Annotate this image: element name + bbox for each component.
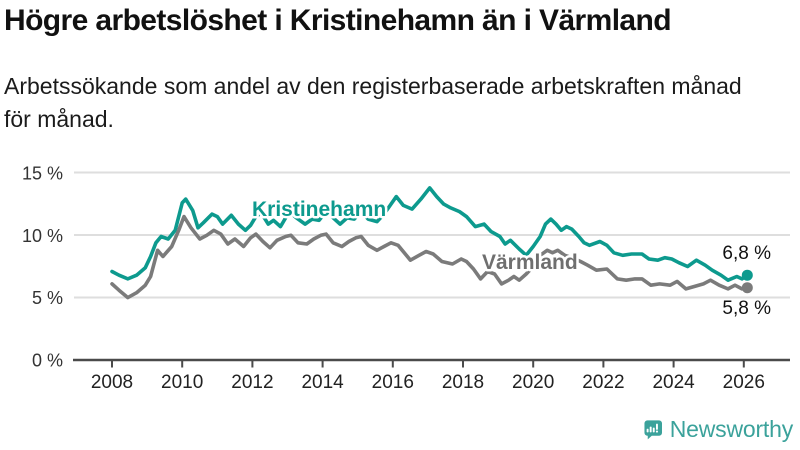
end-value-kristinehamn: 6,8 % xyxy=(722,243,771,264)
line-chart: 2008 2010 2012 2014 2016 2018 2020 2022 2024 2026… xyxy=(22,163,790,393)
x-tick-label-2018: 2018 xyxy=(442,372,484,393)
newsworthy-logo: Newsworthy xyxy=(643,413,793,445)
x-tick-label-2022: 2022 xyxy=(582,372,624,393)
x-tick-label-2016: 2016 xyxy=(372,372,414,393)
x-tick-label-2014: 2014 xyxy=(301,372,344,393)
x-tick-label-2012: 2012 xyxy=(231,372,273,393)
series-label-kristinehamn: Kristinehamn xyxy=(252,198,386,221)
x-tick-label-2020: 2020 xyxy=(512,372,554,393)
x-ticks xyxy=(111,360,745,368)
newsworthy-bubble-barchart-icon xyxy=(644,419,663,439)
x-tick-label-2010: 2010 xyxy=(161,372,203,393)
y-tick-label-5: 5 % xyxy=(32,288,63,308)
series-lines xyxy=(110,186,753,300)
mini-barchart-glyph xyxy=(646,423,659,433)
y-tick-label-10: 10 % xyxy=(22,226,63,246)
x-tick-label-2026: 2026 xyxy=(723,372,765,393)
end-dot-kristinehamn xyxy=(741,269,753,281)
line-värmland xyxy=(110,214,750,300)
chart-title: Högre arbetslöshet i Kristinehamn än i V… xyxy=(4,4,672,37)
x-tick-label-2008: 2008 xyxy=(91,372,133,393)
y-tick-label-15: 15 % xyxy=(22,163,63,183)
series-label-varmland: Värmland xyxy=(482,251,578,274)
line-kristinehamn xyxy=(110,186,750,283)
gridlines xyxy=(74,171,790,299)
x-tick-labels: 2008 2010 2012 2014 2016 2018 2020 2022 2024 2026 xyxy=(91,372,765,393)
y-tick-labels: 15 % 10 % 5 % 0 % xyxy=(22,163,63,370)
end-value-varmland: 5,8 % xyxy=(722,298,771,319)
y-tick-label-0: 0 % xyxy=(32,351,63,371)
brand-name: Newsworthy xyxy=(669,415,793,442)
end-dot-värmland xyxy=(741,282,753,294)
chart-subtitle: Arbetssökande som andel av den registerb… xyxy=(4,73,742,133)
x-tick-label-2024: 2024 xyxy=(652,372,695,393)
annotations: Kristinehamn Värmland 6,8 % 5,8 % xyxy=(250,196,772,320)
